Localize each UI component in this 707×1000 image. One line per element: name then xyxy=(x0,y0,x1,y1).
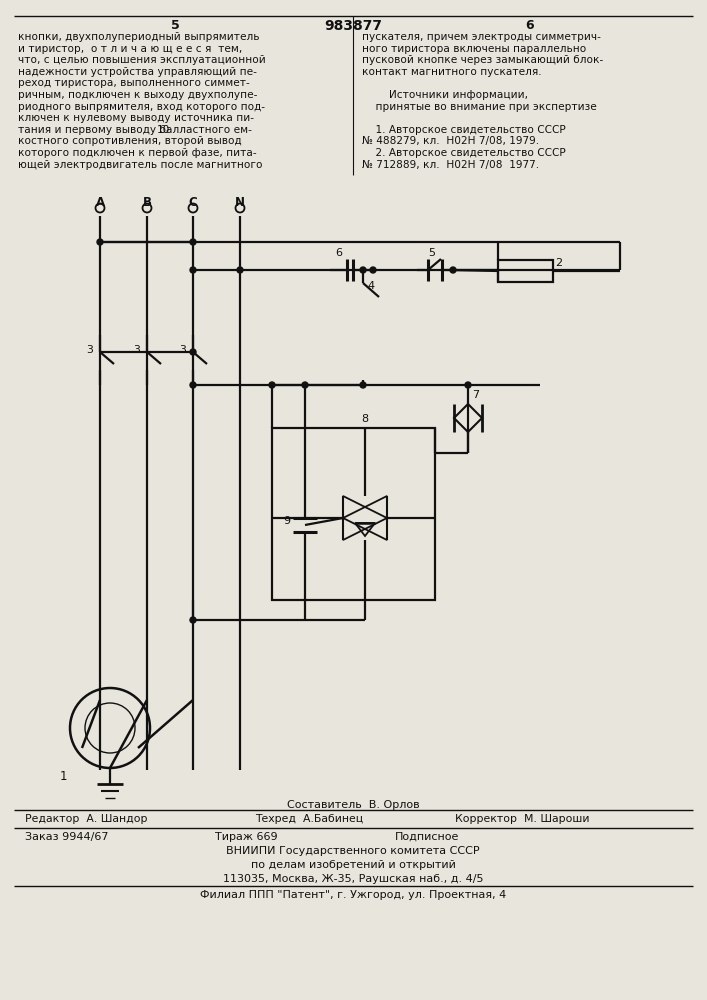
Circle shape xyxy=(190,239,196,245)
Text: реход тиристора, выполненного симмет-: реход тиристора, выполненного симмет- xyxy=(18,78,250,88)
Circle shape xyxy=(465,382,471,388)
Text: Заказ 9944/67: Заказ 9944/67 xyxy=(25,832,108,842)
Text: 1: 1 xyxy=(60,770,67,783)
Circle shape xyxy=(237,267,243,273)
Text: 6: 6 xyxy=(526,19,534,32)
Text: Источники информации,: Источники информации, xyxy=(362,90,528,100)
Text: 9: 9 xyxy=(283,516,290,526)
Circle shape xyxy=(190,267,196,273)
Text: Подписное: Подписное xyxy=(395,832,460,842)
Text: по делам изобретений и открытий: по делам изобретений и открытий xyxy=(250,860,455,870)
Text: контакт магнитного пускателя.: контакт магнитного пускателя. xyxy=(362,67,542,77)
Text: 113035, Москва, Ж-35, Раушская наб., д. 4/5: 113035, Москва, Ж-35, Раушская наб., д. … xyxy=(223,874,484,884)
Text: B: B xyxy=(143,196,151,209)
Text: пускателя, причем электроды симметрич-: пускателя, причем электроды симметрич- xyxy=(362,32,601,42)
Text: пусковой кнопке через замыкающий блок-: пусковой кнопке через замыкающий блок- xyxy=(362,55,603,65)
Text: что, с целью повышения эксплуатационной: что, с целью повышения эксплуатационной xyxy=(18,55,266,65)
Text: риодного выпрямителя, вход которого под-: риодного выпрямителя, вход которого под- xyxy=(18,102,265,112)
Text: Составитель  В. Орлов: Составитель В. Орлов xyxy=(286,800,419,810)
Text: Корректор  М. Шароши: Корректор М. Шароши xyxy=(455,814,590,824)
Text: которого подключен к первой фазе, пита-: которого подключен к первой фазе, пита- xyxy=(18,148,257,158)
Text: ного тиристора включены параллельно: ного тиристора включены параллельно xyxy=(362,44,586,54)
Text: 3: 3 xyxy=(86,345,93,355)
Circle shape xyxy=(370,267,376,273)
Text: Филиал ППП "Патент", г. Ужгород, ул. Проектная, 4: Филиал ППП "Патент", г. Ужгород, ул. Про… xyxy=(200,890,506,900)
Text: кнопки, двухполупериодный выпрямитель: кнопки, двухполупериодный выпрямитель xyxy=(18,32,259,42)
Text: 983877: 983877 xyxy=(324,19,382,33)
Circle shape xyxy=(190,382,196,388)
Bar xyxy=(498,260,553,282)
Text: костного сопротивления, второй вывод: костного сопротивления, второй вывод xyxy=(18,136,242,146)
Circle shape xyxy=(269,382,275,388)
Text: тания и первому выводу балластного ем-: тания и первому выводу балластного ем- xyxy=(18,125,252,135)
Text: принятые во внимание при экспертизе: принятые во внимание при экспертизе xyxy=(362,102,597,112)
Text: ричным, подключен к выходу двухполупе-: ричным, подключен к выходу двухполупе- xyxy=(18,90,257,100)
Circle shape xyxy=(360,382,366,388)
Bar xyxy=(272,428,435,600)
Text: и тиристор,  о т л и ч а ю щ е е с я  тем,: и тиристор, о т л и ч а ю щ е е с я тем, xyxy=(18,44,243,54)
Text: 5: 5 xyxy=(170,19,180,32)
Text: C: C xyxy=(189,196,197,209)
Text: 3: 3 xyxy=(179,345,186,355)
Text: A: A xyxy=(95,196,105,209)
Text: 2: 2 xyxy=(555,258,562,268)
Text: 7: 7 xyxy=(472,390,479,400)
Text: 1. Авторское свидетельство СССР: 1. Авторское свидетельство СССР xyxy=(362,125,566,135)
Circle shape xyxy=(190,617,196,623)
Text: № 488279, кл.  Н02Н 7/08, 1979.: № 488279, кл. Н02Н 7/08, 1979. xyxy=(362,136,539,146)
Text: 5: 5 xyxy=(428,248,435,258)
Text: N: N xyxy=(235,196,245,209)
Circle shape xyxy=(97,239,103,245)
Circle shape xyxy=(190,349,196,355)
Circle shape xyxy=(450,267,456,273)
Text: Редактор  А. Шандор: Редактор А. Шандор xyxy=(25,814,148,824)
Text: № 712889, кл.  Н02Н 7/08  1977.: № 712889, кл. Н02Н 7/08 1977. xyxy=(362,160,539,170)
Text: 8: 8 xyxy=(361,414,368,424)
Text: ВНИИПИ Государственного комитета СССР: ВНИИПИ Государственного комитета СССР xyxy=(226,846,480,856)
Text: 10: 10 xyxy=(157,125,170,135)
Text: надежности устройства управляющий пе-: надежности устройства управляющий пе- xyxy=(18,67,257,77)
Text: 3: 3 xyxy=(133,345,140,355)
Text: ключен к нулевому выводу источника пи-: ключен к нулевому выводу источника пи- xyxy=(18,113,254,123)
Text: ющей электродвигатель после магнитного: ющей электродвигатель после магнитного xyxy=(18,160,262,170)
Text: 4: 4 xyxy=(367,281,374,291)
Text: Техред  А.Бабинец: Техред А.Бабинец xyxy=(255,814,363,824)
Text: 2. Авторское свидетельство СССР: 2. Авторское свидетельство СССР xyxy=(362,148,566,158)
Circle shape xyxy=(360,267,366,273)
Text: Тираж 669: Тираж 669 xyxy=(215,832,278,842)
Text: 6: 6 xyxy=(335,248,342,258)
Circle shape xyxy=(302,382,308,388)
